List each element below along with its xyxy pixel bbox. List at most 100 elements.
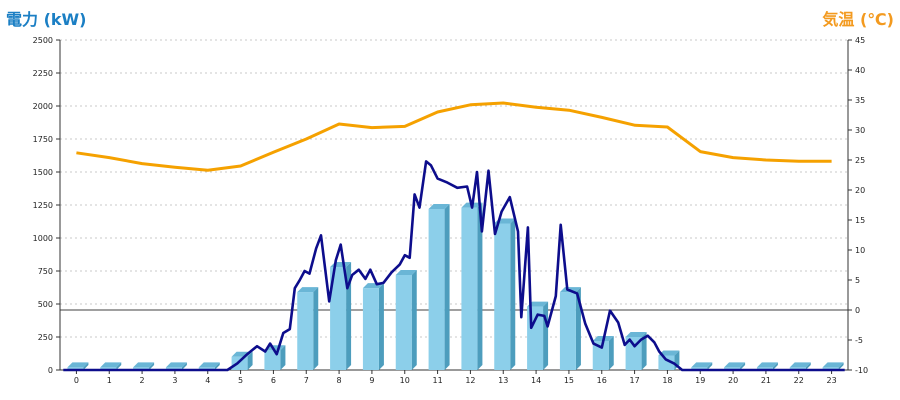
x-tick-label: 18: [662, 376, 672, 385]
left-tick-label: 250: [38, 333, 53, 342]
bar-top: [756, 362, 778, 368]
right-tick-label: -5: [855, 336, 863, 345]
bar: [297, 287, 319, 370]
x-tick-label: 15: [564, 376, 574, 385]
bar-front: [494, 223, 511, 370]
bar: [362, 283, 384, 370]
left-tick-label: 500: [38, 300, 53, 309]
x-tick-label: 16: [597, 376, 607, 385]
bar-side: [214, 362, 220, 370]
bar-front: [461, 207, 478, 370]
right-tick-label: 0: [855, 306, 860, 315]
right-tick-label: 40: [855, 66, 865, 75]
right-tick-label: 10: [855, 246, 865, 255]
bar-front: [67, 367, 84, 370]
x-tick-label: 20: [728, 376, 738, 385]
bar-front: [559, 292, 576, 370]
right-tick-label: 15: [855, 216, 865, 225]
bar: [494, 218, 516, 370]
x-tick-label: 2: [140, 376, 145, 385]
x-tick-label: 12: [465, 376, 475, 385]
x-tick-label: 6: [271, 376, 276, 385]
bar: [67, 362, 89, 370]
bar-front: [658, 355, 675, 370]
x-tick-label: 8: [337, 376, 342, 385]
bar-front: [100, 367, 117, 370]
bar-top: [625, 332, 647, 337]
bar-top: [822, 362, 844, 368]
bar-side: [116, 362, 122, 370]
x-tick-label: 4: [205, 376, 210, 385]
bar-front: [592, 340, 609, 370]
x-tick-label: 10: [400, 376, 410, 385]
bar-top: [527, 301, 549, 307]
bar-front: [362, 288, 379, 370]
bar-top: [100, 362, 122, 368]
x-tick-label: 13: [498, 376, 508, 385]
bar-top: [691, 362, 713, 368]
bar-side: [477, 202, 483, 370]
left-tick-label: 2250: [33, 69, 53, 78]
bar-top: [297, 287, 319, 293]
bar-top: [67, 362, 89, 368]
bar-top: [428, 203, 450, 209]
bar-side: [280, 345, 286, 370]
left-tick-label: 1500: [33, 168, 53, 177]
x-tick-label: 21: [761, 376, 771, 385]
left-tick-label: 1000: [33, 234, 53, 243]
right-tick-label: 35: [855, 96, 865, 105]
bar: [395, 269, 417, 370]
x-tick-label: 19: [695, 376, 705, 385]
x-tick-label: 7: [304, 376, 309, 385]
left-tick-label: 1750: [33, 135, 53, 144]
bar: [231, 351, 253, 370]
bar-side: [608, 335, 614, 370]
bar-side: [740, 362, 746, 370]
bar-side: [83, 362, 89, 370]
bar-front: [198, 367, 215, 370]
bar-side: [444, 203, 450, 370]
bar-side: [313, 287, 319, 370]
right-axis-title: 気温 (℃): [822, 10, 894, 29]
bar: [461, 202, 483, 370]
bar: [822, 362, 844, 370]
bar: [756, 362, 778, 370]
left-tick-label: 2500: [33, 36, 53, 45]
bar-front: [133, 367, 150, 370]
bar-side: [411, 269, 417, 370]
power-line: [63, 160, 845, 372]
x-tick-label: 14: [531, 376, 541, 385]
x-tick-label: 3: [172, 376, 177, 385]
left-tick-label: 750: [38, 267, 53, 276]
bar-front: [395, 274, 412, 370]
bar-side: [181, 362, 187, 370]
bar-top: [789, 362, 811, 368]
bar-side: [247, 351, 253, 370]
bar-front: [625, 337, 642, 370]
bar-top: [658, 350, 680, 356]
x-tick-label: 22: [794, 376, 804, 385]
bar-side: [543, 301, 549, 370]
x-tick-label: 0: [74, 376, 79, 385]
right-tick-label: 20: [855, 186, 865, 195]
bar: [789, 362, 811, 370]
x-tick-label: 23: [826, 376, 836, 385]
bar: [592, 335, 614, 370]
bar: [724, 362, 746, 370]
right-tick-label: 30: [855, 126, 865, 135]
bar-side: [378, 283, 384, 370]
bar-front: [231, 356, 248, 370]
bar-side: [707, 362, 713, 370]
bar-top: [395, 269, 417, 275]
bar-side: [805, 362, 811, 370]
bar: [198, 362, 220, 370]
bar-front: [330, 267, 347, 370]
left-axis-title: 電力 (kW): [6, 10, 87, 29]
bar-front: [789, 367, 806, 370]
bar-side: [149, 362, 155, 370]
x-tick-label: 9: [369, 376, 374, 385]
bar: [100, 362, 122, 370]
bar: [625, 332, 647, 370]
bar-front: [691, 367, 708, 370]
